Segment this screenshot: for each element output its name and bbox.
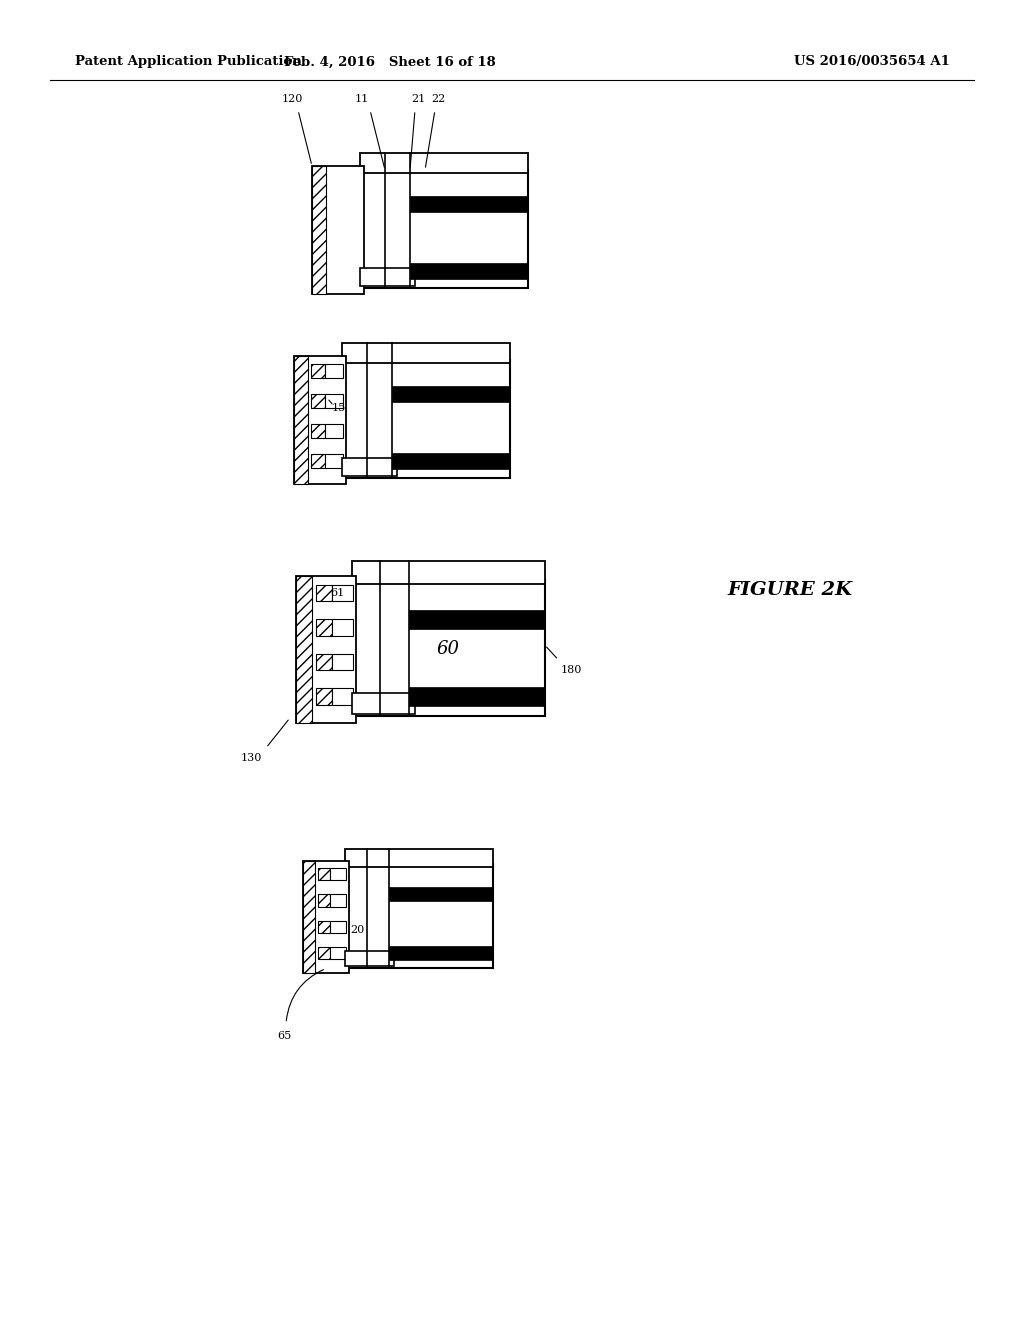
Bar [317,920,330,933]
Bar [311,454,325,469]
Bar [410,263,528,279]
Text: 11: 11 [355,94,369,104]
Bar [409,610,545,628]
Bar [325,424,343,438]
Bar [360,170,528,288]
Bar [325,364,343,378]
Bar [345,865,493,968]
Bar [392,453,510,469]
Bar [330,867,346,880]
Text: 22: 22 [431,94,445,104]
Bar [332,653,352,671]
Bar [330,946,346,960]
Bar [296,576,356,723]
Bar [360,153,528,173]
Bar [392,385,510,403]
Bar [317,867,330,880]
Bar [345,849,493,867]
Bar [332,585,352,601]
Bar [312,166,364,294]
Bar [311,364,325,378]
Bar [345,950,393,966]
Text: 60: 60 [436,640,460,659]
Bar [360,268,415,286]
Bar [315,653,332,671]
Text: 20: 20 [350,925,365,936]
Text: 180: 180 [561,665,583,675]
Text: 65: 65 [276,1031,291,1041]
Bar [325,393,343,408]
Bar [311,424,325,438]
Bar [351,693,415,714]
Bar [296,576,312,723]
Bar [351,561,545,583]
Bar [409,688,545,706]
Bar [315,689,332,705]
Bar [317,894,330,907]
Bar [325,454,343,469]
Text: FIGURE 2K: FIGURE 2K [727,581,853,599]
Bar [332,689,352,705]
Bar [330,920,346,933]
Bar [342,343,510,363]
Bar [389,946,493,960]
Bar [330,894,346,907]
Bar [303,861,315,973]
Text: 120: 120 [282,94,303,104]
Bar [294,356,346,484]
Bar [389,887,493,902]
Text: 130: 130 [241,752,262,763]
Bar [342,458,397,477]
Bar [342,360,510,478]
Bar [303,861,349,973]
Bar [351,581,545,715]
Bar [312,166,326,294]
Text: 15: 15 [332,403,346,413]
Text: Patent Application Publication: Patent Application Publication [75,55,302,69]
Bar [332,619,352,635]
Bar [294,356,308,484]
Bar [315,585,332,601]
Bar [315,619,332,635]
Bar [311,393,325,408]
Text: 61: 61 [330,587,344,598]
Bar [317,946,330,960]
Text: US 2016/0035654 A1: US 2016/0035654 A1 [795,55,950,69]
Bar [410,195,528,213]
Text: 21: 21 [411,94,425,104]
Text: Feb. 4, 2016   Sheet 16 of 18: Feb. 4, 2016 Sheet 16 of 18 [284,55,496,69]
